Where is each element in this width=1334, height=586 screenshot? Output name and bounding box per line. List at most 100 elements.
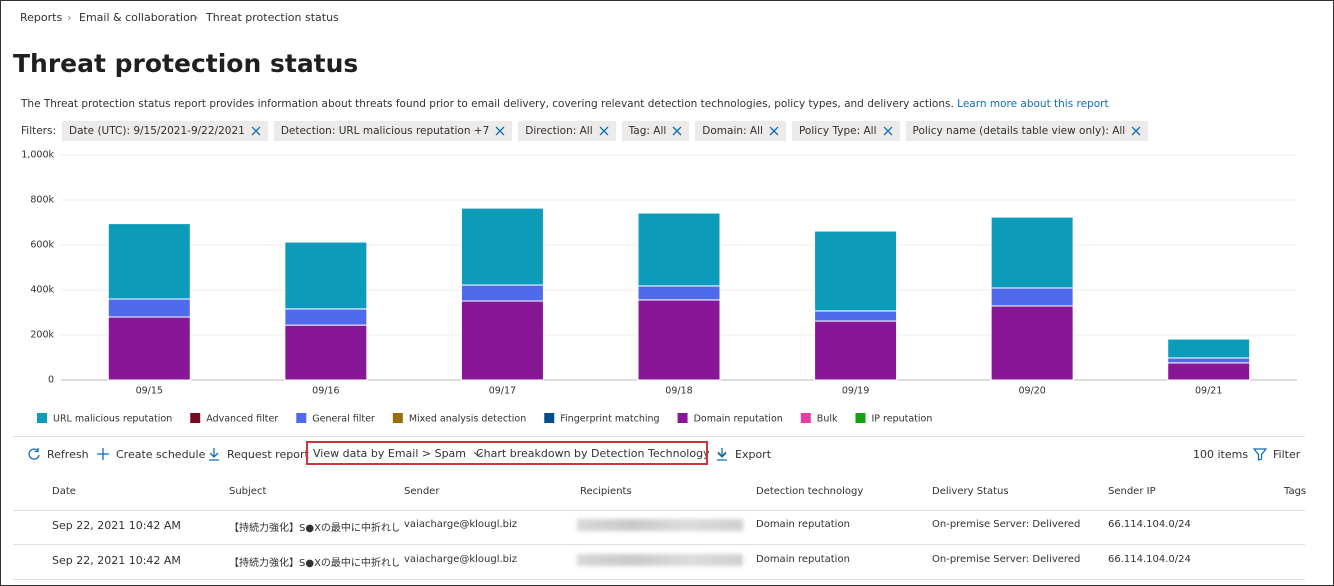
remove-filter-icon[interactable] [883, 126, 893, 136]
column-header[interactable]: Sender IP [1108, 486, 1156, 497]
label: Export [735, 447, 772, 461]
table-cell: On-premise Server: Delivered [932, 554, 1081, 565]
icon [717, 448, 727, 461]
bar-segment [637, 285, 721, 301]
x-tick-label: 09/15 [136, 386, 163, 397]
filter-button[interactable]: Filter [1253, 447, 1300, 461]
filter-text: Tag: All [628, 125, 667, 137]
redacted-recipient [577, 519, 743, 531]
filter-text: Detection: URL malicious reputation +7 [280, 125, 490, 137]
row-divider [13, 579, 1305, 580]
remove-filter-icon[interactable] [251, 126, 261, 136]
bar-segment [284, 241, 368, 310]
bar-segment [637, 212, 721, 287]
table-cell: 66.114.104.0/24 [1108, 519, 1191, 530]
highlight-box [306, 441, 708, 465]
column-header[interactable]: Sender [404, 486, 440, 497]
filters: Filters: Date (UTC): 9/15/2021-9/22/2021 D… [21, 121, 1149, 141]
x-tick-label: 09/19 [842, 386, 869, 397]
icon-path [251, 126, 261, 136]
filter-text: Date (UTC): 9/15/2021-9/22/2021 [69, 125, 245, 137]
breadcrumb-current: Threat protection status [206, 11, 339, 24]
icon [209, 448, 219, 461]
column-header[interactable]: Subject [229, 486, 267, 497]
page-title: Threat protection status [13, 49, 359, 78]
y-tick-label: 0 [48, 375, 54, 386]
table-cell: 66.114.104.0/24 [1108, 554, 1191, 565]
learn-more-link[interactable]: Learn more about this report [957, 98, 1109, 110]
chart: 0 200k 400k 600k 800k 1,000k 09/15 09/16 09/17 09… [21, 150, 1297, 425]
icon [1253, 448, 1267, 461]
filter-chip[interactable]: Date (UTC): 9/15/2021-9/22/2021 [62, 121, 268, 141]
filter-chip[interactable]: Detection: URL malicious reputation +7 [273, 121, 513, 141]
bar-segment [460, 284, 544, 302]
legend-label: Mixed analysis detection [409, 414, 526, 425]
label: Request report [227, 447, 309, 461]
view-data-dropdown[interactable]: View data by Email > Spam [313, 447, 484, 460]
bar-segment [284, 324, 368, 381]
x-tick-label: 09/17 [489, 386, 516, 397]
remove-filter-icon[interactable] [672, 126, 682, 136]
column-header[interactable]: Date [52, 486, 76, 497]
y-tick-label: 800k [30, 195, 54, 206]
icon-path [672, 126, 682, 136]
legend-swatch [544, 413, 555, 423]
y-tick-label: 200k [30, 330, 54, 341]
legend-swatch [392, 413, 403, 423]
request-report-button[interactable]: Request report [207, 447, 309, 461]
filter-text: Direction: All [525, 125, 593, 137]
remove-filter-icon[interactable] [769, 126, 779, 136]
create-schedule-button[interactable]: Create schedule [96, 447, 205, 461]
remove-filter-icon[interactable] [1131, 126, 1141, 136]
bar-segment [460, 300, 544, 381]
refresh-button[interactable]: Refresh [27, 447, 89, 461]
column-header[interactable]: Detection technology [756, 486, 864, 497]
legend-label: IP reputation [871, 414, 932, 425]
label: View data by Email > Spam [313, 447, 467, 460]
chevron [473, 451, 483, 457]
bar-segment [814, 320, 898, 381]
export-button[interactable]: Export [715, 447, 771, 461]
remove-filter-icon[interactable] [599, 126, 609, 136]
legend-swatch [855, 413, 866, 423]
legend-label: General filter [312, 414, 375, 425]
bar-segment [1167, 357, 1251, 364]
table-cell: On-premise Server: Delivered [932, 519, 1081, 530]
icon-path [1131, 126, 1141, 136]
icon [28, 448, 40, 460]
label: 100 items [1193, 448, 1249, 461]
filter-chip[interactable]: Tag: All [621, 121, 690, 141]
filter-chip[interactable]: Direction: All [518, 121, 616, 141]
bar-segment [1167, 362, 1251, 381]
column-header[interactable]: Tags [1284, 486, 1307, 497]
table-cell: Sep 22, 2021 10:42 AM [52, 519, 181, 532]
breadcrumb-link[interactable]: Reports [20, 11, 63, 24]
table-cell: Sep 22, 2021 10:42 AM [52, 554, 181, 567]
y-tick-label: 600k [30, 240, 54, 251]
table-cell: vaiacharge@klougl.biz [404, 554, 518, 565]
legend-swatch [37, 413, 47, 423]
breadcrumb-link[interactable]: Email & collaboration [79, 11, 197, 24]
column-header[interactable]: Delivery Status [932, 486, 1009, 497]
legend-label: Advanced filter [206, 414, 278, 425]
bar-segment [637, 299, 721, 381]
filter-chip[interactable]: Policy Type: All [791, 121, 900, 141]
filter-text: Domain: All [702, 125, 763, 137]
breadcrumb-separator: › [194, 11, 199, 24]
icon-path [769, 126, 779, 136]
item-count: 100 items [1193, 448, 1248, 461]
column-header[interactable]: Recipients [580, 486, 632, 497]
label: Refresh [47, 447, 89, 461]
remove-filter-icon[interactable] [495, 126, 505, 136]
bar-segment [284, 308, 368, 326]
divider [13, 436, 1305, 437]
bar-segment [107, 298, 191, 318]
bar-segment [990, 287, 1074, 307]
filter-chip[interactable]: Domain: All [695, 121, 786, 141]
icon-path [495, 126, 505, 136]
table-cell: Domain reputation [756, 554, 850, 565]
x-tick-label: 09/16 [312, 386, 339, 397]
bar-segment [990, 305, 1074, 381]
filter-chip[interactable]: Policy name (details table view only): A… [905, 121, 1149, 141]
